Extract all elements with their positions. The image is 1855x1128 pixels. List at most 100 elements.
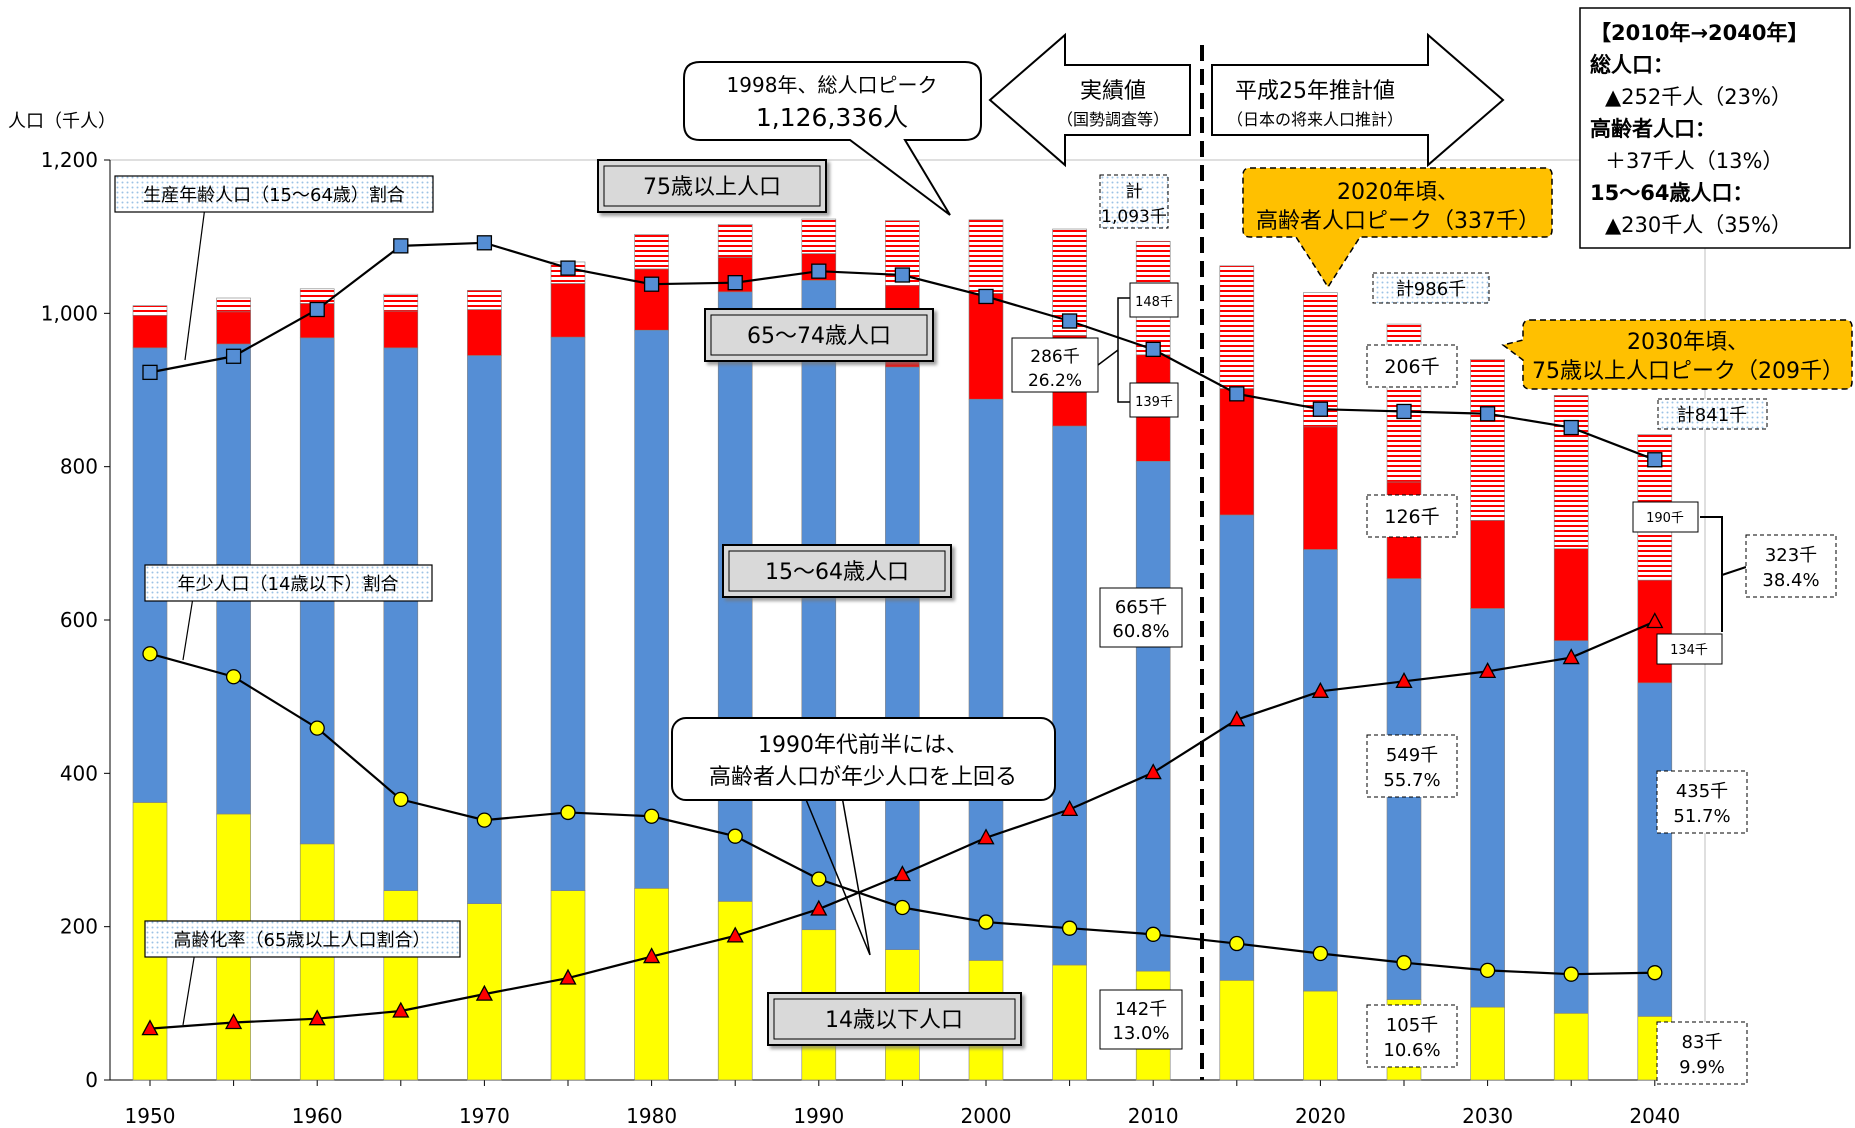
bar-e6574	[1219, 388, 1255, 516]
elderly-2040-bracket	[1700, 516, 1747, 632]
point-working_age_ratio	[894, 267, 911, 283]
bar-w1564	[1553, 640, 1589, 1014]
point-aging_rate	[1479, 661, 1497, 679]
x-tick-label: 1980	[626, 1104, 677, 1128]
y-tick-label: 1,000	[41, 301, 98, 325]
point-aging_rate	[559, 968, 577, 985]
bar-o75	[1553, 395, 1589, 549]
svg-text:生産年齢人口（15～64歳）割合: 生産年齢人口（15～64歳）割合	[143, 185, 405, 206]
y-ticks: 0 200 400 600 800 1,000 1,200	[41, 148, 110, 1092]
svg-text:（国勢調査等）: （国勢調査等）	[1057, 110, 1169, 129]
youth-2040-box: 83千 9.9%	[1656, 1021, 1748, 1085]
svg-text:60.8%: 60.8%	[1112, 621, 1169, 642]
svg-text:高齢者人口が年少人口を上回る: 高齢者人口が年少人口を上回る	[709, 765, 1017, 790]
point-aging_rate	[1228, 710, 1246, 727]
point-youth_ratio	[1396, 955, 1412, 971]
bar-e6574	[550, 283, 586, 338]
bar-e6574	[132, 315, 168, 349]
point-youth_ratio	[1563, 966, 1579, 982]
bar-e6574	[1637, 579, 1673, 684]
bar-u14	[1219, 980, 1255, 1081]
svg-text:286千: 286千	[1030, 347, 1079, 367]
svg-text:年少人口（14歳以下）割合: 年少人口（14歳以下）割合	[178, 574, 399, 595]
peak-1998-callout: 1998年、総人口ピーク 1,126,336人	[683, 61, 982, 216]
svg-text:高齢者人口：: 高齢者人口：	[1590, 117, 1716, 141]
point-youth_ratio	[142, 646, 158, 662]
bar-u14	[1303, 990, 1338, 1081]
bar-u14	[634, 888, 669, 1081]
svg-text:実績値: 実績値	[1080, 79, 1146, 104]
x-tick-label: 2010	[1128, 1104, 1179, 1128]
o75-2040-box: 190千	[1632, 501, 1699, 533]
bar-e6574	[467, 309, 502, 356]
point-working_age_ratio	[978, 288, 994, 305]
bar-u14	[383, 890, 419, 1081]
bar-u14	[550, 890, 586, 1081]
youth-2010-box: 142千 13.0%	[1099, 989, 1183, 1050]
point-youth_ratio	[1647, 965, 1663, 981]
youth-2025-box: 105千 10.6%	[1366, 1004, 1458, 1068]
bar-w1564	[634, 329, 669, 889]
point-youth_ratio	[309, 720, 325, 736]
point-working_age_ratio	[476, 235, 493, 251]
point-youth_ratio	[1145, 926, 1161, 942]
point-youth_ratio	[476, 812, 493, 828]
svg-text:15～64歳人口：: 15～64歳人口：	[1590, 181, 1753, 205]
x-tick-label: 1960	[292, 1104, 343, 1128]
svg-text:206千: 206千	[1384, 356, 1439, 378]
point-working_age_ratio	[1396, 403, 1412, 420]
svg-text:1990年代前半には、: 1990年代前半には、	[758, 733, 968, 758]
bar-o75	[968, 219, 1004, 294]
elderly-2010-bracket	[1097, 297, 1130, 403]
elderly-peak-callout: 2020年頃、 高齢者人口ピーク（337千）	[1242, 167, 1553, 289]
point-aging_rate	[1061, 799, 1079, 817]
bar-u14	[1553, 1012, 1589, 1081]
o75-2010-box: 148千	[1129, 282, 1179, 318]
working-2040-box: 435千 51.7%	[1656, 770, 1748, 834]
svg-text:2030年頃、: 2030年頃、	[1627, 330, 1749, 355]
svg-text:1,126,336人: 1,126,336人	[756, 103, 908, 132]
bar-w1564	[1052, 425, 1087, 966]
point-working_age_ratio	[560, 260, 576, 276]
svg-text:高齢者人口ピーク（337千）: 高齢者人口ピーク（337千）	[1256, 209, 1540, 234]
point-aging_rate	[1395, 671, 1413, 688]
working-age-label: 生産年齢人口（15～64歳）割合	[114, 175, 434, 213]
point-working_age_ratio	[1563, 419, 1579, 436]
y-tick-label: 1,200	[41, 148, 98, 172]
band-label-75plus: 75歳以上人口	[597, 159, 827, 213]
x-tick-label: 2030	[1462, 1104, 1513, 1128]
bar-w1564	[1303, 549, 1338, 992]
bar-w1564	[1135, 460, 1171, 972]
bar-o75	[467, 290, 502, 310]
point-working_age_ratio	[1061, 313, 1078, 329]
point-youth_ratio	[811, 871, 827, 887]
svg-text:平成25年推計値: 平成25年推計値	[1235, 79, 1395, 104]
total-2040-box: 計841千	[1657, 398, 1768, 430]
bar-e6574	[216, 311, 251, 345]
bar-w1564	[1637, 682, 1673, 1017]
point-aging_rate	[308, 1009, 326, 1026]
y-tick-label: 600	[60, 608, 98, 632]
aging-label: 高齢化率（65歳以上人口割合）	[144, 920, 461, 958]
svg-text:190千: 190千	[1646, 511, 1684, 526]
bar-u14	[1052, 964, 1087, 1081]
bar-o75	[132, 305, 168, 316]
e6574-2040-box: 134千	[1656, 633, 1723, 665]
e6574-2025-box: 126千	[1366, 494, 1458, 538]
total-2010-box: 計 1,093千	[1099, 174, 1169, 229]
band-label-u14: 14歳以下人口	[767, 992, 1022, 1046]
point-youth_ratio	[727, 828, 743, 844]
svg-text:高齢化率（65歳以上人口割合）: 高齢化率（65歳以上人口割合）	[174, 930, 431, 951]
working-age-leader	[184, 206, 206, 361]
svg-text:139千: 139千	[1135, 395, 1173, 410]
svg-text:435千: 435千	[1676, 781, 1728, 802]
working-2010-box: 665千 60.8%	[1099, 587, 1183, 648]
svg-text:148千: 148千	[1135, 295, 1173, 310]
peak-75-callout: 2030年頃、 75歳以上人口ピーク（209千）	[1501, 319, 1853, 390]
point-youth_ratio	[894, 899, 911, 916]
o75-2025-box: 206千	[1366, 344, 1458, 388]
svg-text:＋37千人（13%）: ＋37千人（13%）	[1605, 149, 1783, 173]
svg-text:▲230千人（35%）: ▲230千人（35%）	[1605, 213, 1792, 237]
svg-text:75歳以上人口: 75歳以上人口	[643, 175, 781, 200]
